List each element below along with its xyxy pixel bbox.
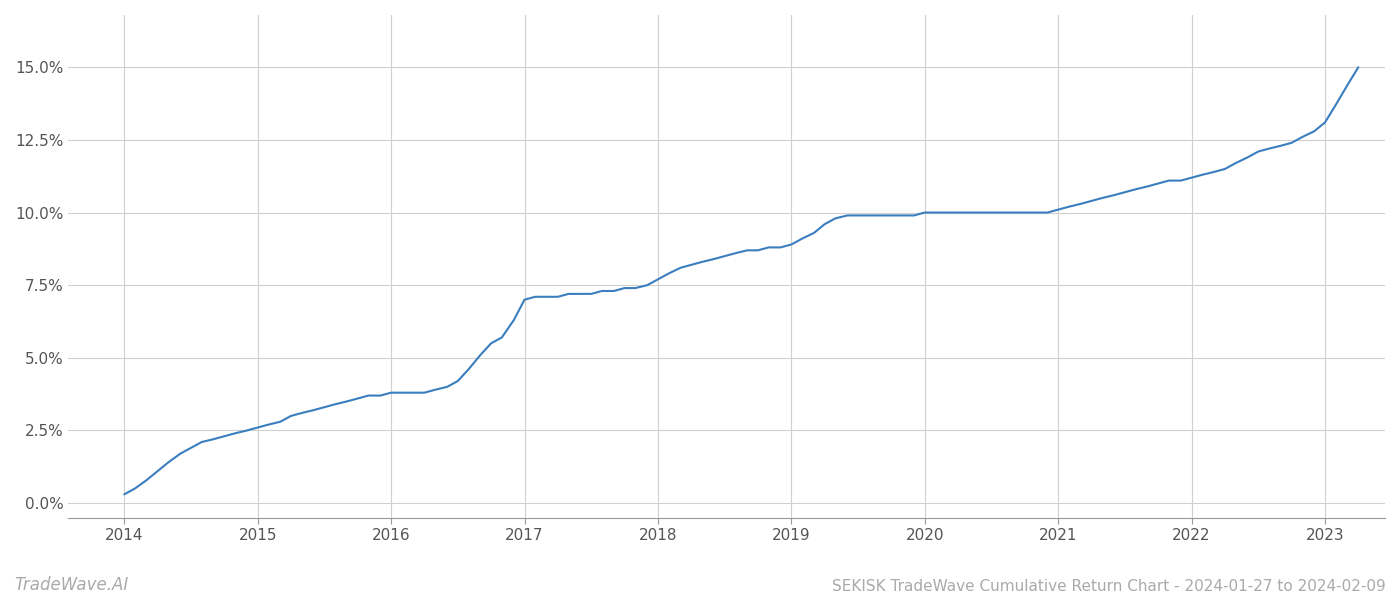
Text: SEKISK TradeWave Cumulative Return Chart - 2024-01-27 to 2024-02-09: SEKISK TradeWave Cumulative Return Chart… — [832, 579, 1386, 594]
Text: TradeWave.AI: TradeWave.AI — [14, 576, 129, 594]
